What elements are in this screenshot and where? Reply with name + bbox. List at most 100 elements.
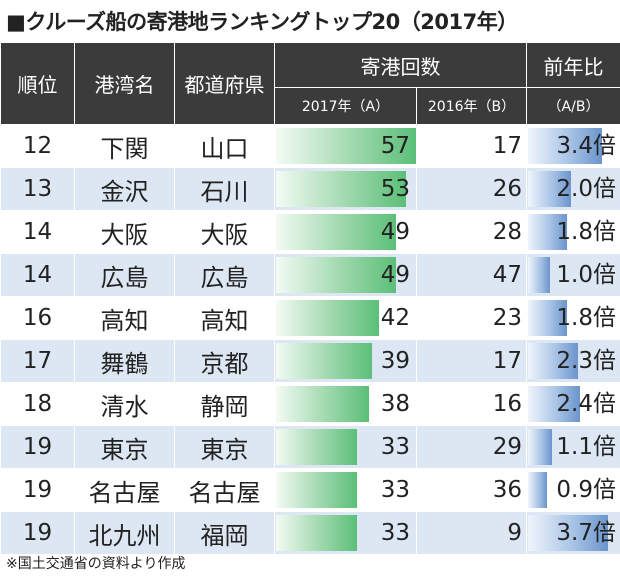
prefecture-cell: 名古屋 xyxy=(174,468,275,512)
rank-cell: 14 xyxy=(0,253,75,297)
calls-2017-value: 38 xyxy=(380,391,410,417)
prefecture-cell: 高知 xyxy=(174,296,275,340)
table-row: 16 高知 高知 42 23 1.8倍 xyxy=(0,296,620,340)
ratio-cell: 2.0倍 xyxy=(526,167,620,211)
calls-2017-value: 53 xyxy=(380,176,410,202)
calls-2017-bar xyxy=(276,343,372,379)
ratio-bar xyxy=(528,300,567,336)
prefecture-cell: 東京 xyxy=(174,425,275,469)
prefecture-cell: 福岡 xyxy=(174,511,275,555)
calls-2016-cell: 36 xyxy=(416,468,527,512)
header-ratio-sub: （A/B） xyxy=(526,87,620,125)
ratio-bar xyxy=(528,515,608,551)
port-cell: 大阪 xyxy=(74,210,175,254)
ratio-value: 3.4倍 xyxy=(556,133,616,159)
port-cell: 広島 xyxy=(74,253,175,297)
calls-2016-cell: 17 xyxy=(416,124,527,168)
ratio-value: 1.8倍 xyxy=(556,305,616,331)
calls-2016-cell: 29 xyxy=(416,425,527,469)
calls-2017-bar xyxy=(276,171,406,207)
ratio-bar xyxy=(528,472,547,508)
calls-2016-cell: 16 xyxy=(416,382,527,426)
ratio-cell: 2.3倍 xyxy=(526,339,620,383)
ratio-bar xyxy=(528,214,567,250)
ratio-value: 3.7倍 xyxy=(556,520,616,546)
table-row: 14 大阪 大阪 49 28 1.8倍 xyxy=(0,210,620,254)
ranking-table: 順位 港湾名 都道府県 寄港回数 前年比 2017年（A） 2016年（B） （… xyxy=(0,42,620,555)
header-calls: 寄港回数 xyxy=(274,42,527,88)
ratio-cell: 3.7倍 xyxy=(526,511,620,555)
calls-2017-bar xyxy=(276,515,357,551)
prefecture-cell: 静岡 xyxy=(174,382,275,426)
source-note: ※国土交通省の資料より作成 xyxy=(6,556,186,572)
calls-2017-value: 33 xyxy=(380,477,410,503)
ratio-bar xyxy=(528,128,602,164)
rank-cell: 14 xyxy=(0,210,75,254)
calls-2017-bar xyxy=(276,472,357,508)
header-2017: 2017年（A） xyxy=(274,87,417,125)
calls-2017-value: 39 xyxy=(380,348,410,374)
calls-2017-bar xyxy=(276,214,396,250)
calls-2017-value: 49 xyxy=(380,262,410,288)
table-row: 12 下関 山口 57 17 3.4倍 xyxy=(0,124,620,168)
table-body: 12 下関 山口 57 17 3.4倍 13 金沢 石川 53 26 2.0倍 14 大阪 大阪 49 28 1.… xyxy=(0,124,620,555)
header-rank: 順位 xyxy=(0,42,75,125)
calls-2017-bar xyxy=(276,128,416,164)
calls-2017-value: 57 xyxy=(380,133,410,159)
calls-2016-cell: 47 xyxy=(416,253,527,297)
rank-cell: 17 xyxy=(0,339,75,383)
port-cell: 舞鶴 xyxy=(74,339,175,383)
prefecture-cell: 山口 xyxy=(174,124,275,168)
prefecture-cell: 広島 xyxy=(174,253,275,297)
calls-2017-cell: 38 xyxy=(274,382,417,426)
calls-2016-cell: 23 xyxy=(416,296,527,340)
ratio-value: 1.8倍 xyxy=(556,219,616,245)
calls-2017-value: 42 xyxy=(380,305,410,331)
ratio-bar xyxy=(528,343,578,379)
ratio-value: 0.9倍 xyxy=(556,477,616,503)
chart-title: ■クルーズ船の寄港地ランキングトップ20（2017年） xyxy=(6,10,518,34)
calls-2017-cell: 33 xyxy=(274,511,417,555)
prefecture-cell: 石川 xyxy=(174,167,275,211)
ratio-cell: 1.8倍 xyxy=(526,210,620,254)
ratio-bar xyxy=(528,429,552,465)
rank-cell: 13 xyxy=(0,167,75,211)
calls-2017-cell: 49 xyxy=(274,253,417,297)
ratio-cell: 0.9倍 xyxy=(526,468,620,512)
table-row: 19 名古屋 名古屋 33 36 0.9倍 xyxy=(0,468,620,512)
calls-2016-cell: 17 xyxy=(416,339,527,383)
table-row: 14 広島 広島 49 47 1.0倍 xyxy=(0,253,620,297)
port-cell: 名古屋 xyxy=(74,468,175,512)
calls-2017-value: 33 xyxy=(380,434,410,460)
ratio-value: 1.1倍 xyxy=(556,434,616,460)
port-cell: 北九州 xyxy=(74,511,175,555)
calls-2017-value: 33 xyxy=(380,520,410,546)
table-row: 19 北九州 福岡 33 9 3.7倍 xyxy=(0,511,620,555)
rank-cell: 12 xyxy=(0,124,75,168)
calls-2017-bar xyxy=(276,257,396,293)
header-ratio: 前年比 xyxy=(526,42,620,88)
header-prefecture: 都道府県 xyxy=(174,42,275,125)
calls-2017-bar xyxy=(276,300,379,336)
port-cell: 清水 xyxy=(74,382,175,426)
calls-2017-value: 49 xyxy=(380,219,410,245)
rank-cell: 19 xyxy=(0,425,75,469)
port-cell: 下関 xyxy=(74,124,175,168)
calls-2017-cell: 49 xyxy=(274,210,417,254)
calls-2016-cell: 9 xyxy=(416,511,527,555)
calls-2017-cell: 33 xyxy=(274,425,417,469)
header-port: 港湾名 xyxy=(74,42,175,125)
ratio-value: 2.3倍 xyxy=(556,348,616,374)
calls-2017-bar xyxy=(276,386,369,422)
table-row: 18 清水 静岡 38 16 2.4倍 xyxy=(0,382,620,426)
calls-2017-cell: 53 xyxy=(274,167,417,211)
ratio-bar xyxy=(528,386,580,422)
ratio-value: 1.0倍 xyxy=(556,262,616,288)
calls-2017-cell: 42 xyxy=(274,296,417,340)
rank-cell: 16 xyxy=(0,296,75,340)
ratio-value: 2.0倍 xyxy=(556,176,616,202)
rank-cell: 18 xyxy=(0,382,75,426)
calls-2017-bar xyxy=(276,429,357,465)
header-2016: 2016年（B） xyxy=(416,87,527,125)
port-cell: 高知 xyxy=(74,296,175,340)
